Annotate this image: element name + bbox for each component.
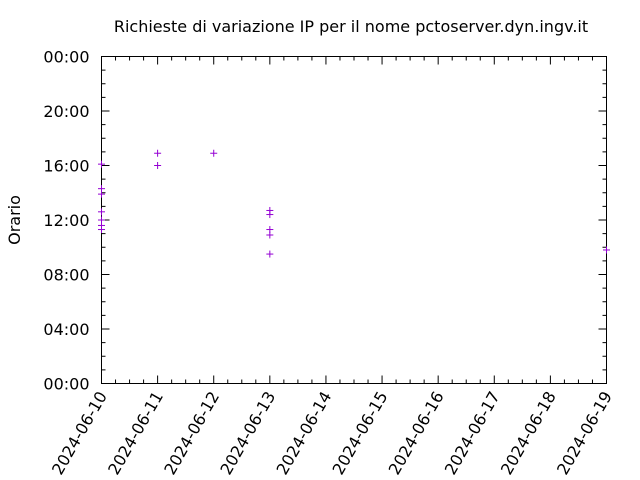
- data-point: [98, 160, 105, 168]
- y-tick-label: 20:00: [43, 102, 89, 121]
- x-tick-label: 2024-06-19: [553, 388, 616, 478]
- data-point: [98, 190, 105, 198]
- plot-frame: [101, 56, 607, 384]
- data-point: [603, 246, 610, 254]
- x-tick-label: 2024-06-18: [497, 388, 560, 478]
- data-point: [154, 162, 162, 169]
- data-point: [98, 226, 105, 234]
- x-tick-label: 2024-06-10: [48, 388, 111, 478]
- x-tick-label: 2024-06-17: [441, 388, 504, 478]
- x-tick-label: 2024-06-14: [272, 388, 335, 478]
- data-point: [98, 208, 105, 216]
- chart-title: Richieste di variazione IP per il nome p…: [114, 17, 588, 36]
- y-tick-label: 12:00: [43, 211, 89, 230]
- y-tick-label: 04:00: [43, 320, 89, 339]
- data-point: [266, 250, 274, 258]
- data-points: [98, 149, 610, 258]
- y-axis-label: Orario: [5, 195, 24, 245]
- x-tick-label: 2024-06-15: [329, 388, 392, 478]
- data-point: [266, 211, 274, 219]
- data-point: [210, 149, 218, 157]
- data-point: [266, 231, 274, 239]
- x-axis: 2024-06-102024-06-112024-06-122024-06-13…: [48, 56, 616, 478]
- x-tick-label: 2024-06-16: [385, 388, 448, 478]
- y-tick-label: 00:00: [43, 375, 89, 394]
- x-tick-label: 2024-06-13: [216, 388, 279, 478]
- x-tick-label: 2024-06-12: [160, 388, 223, 478]
- data-point: [154, 149, 162, 157]
- x-tick-label: 2024-06-11: [104, 388, 167, 478]
- y-tick-label: 00:00: [43, 48, 89, 67]
- y-tick-label: 16:00: [43, 157, 89, 176]
- y-tick-label: 08:00: [43, 266, 89, 285]
- y-axis: 00:00 04:00 08:00 12:00 16:00 20:00 00:00: [43, 48, 607, 394]
